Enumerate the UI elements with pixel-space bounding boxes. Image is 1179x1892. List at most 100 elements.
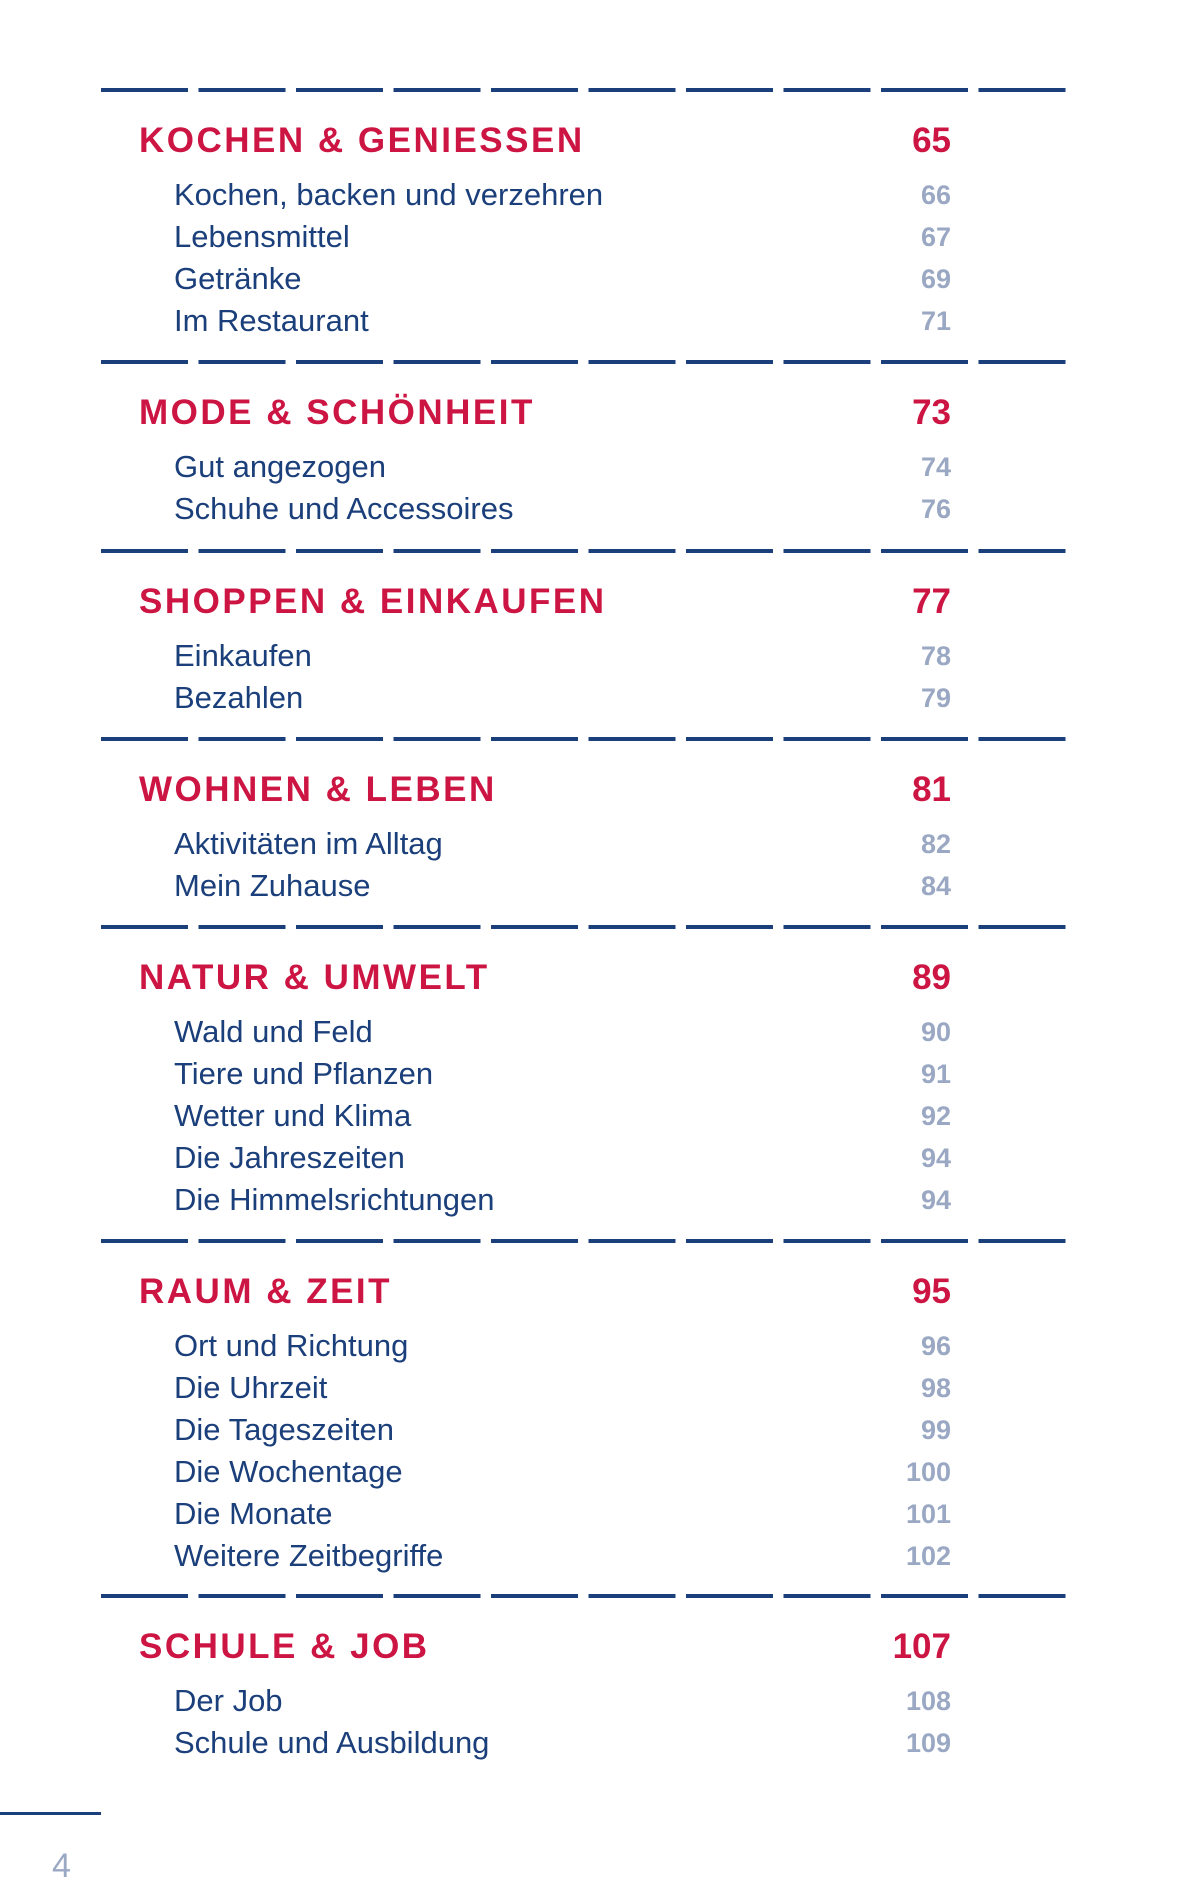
toc-entry[interactable]: Schule und Ausbildung 109: [101, 1722, 1067, 1764]
toc-section-shoppen: SHOPPEN & EINKAUFEN 77 Einkaufen 78 Bezah…: [101, 575, 1067, 719]
entry-page-number: 108: [905, 1686, 951, 1716]
toc-entry[interactable]: Schuhe und Accessoires 76: [101, 488, 1067, 530]
toc-entry[interactable]: Getränke 69: [101, 258, 1067, 300]
entry-label: Getränke: [174, 261, 302, 296]
entry-page-number: 100: [905, 1457, 951, 1487]
toc-entry[interactable]: Aktivitäten im Alltag 82: [101, 823, 1067, 865]
section-title: SHOPPEN & EINKAUFEN: [139, 582, 607, 621]
section-divider: [101, 1239, 1067, 1243]
toc-entry[interactable]: Weitere Zeitbegriffe 102: [101, 1535, 1067, 1577]
entry-label: Ort und Richtung: [174, 1328, 409, 1363]
toc-section-wohnen: WOHNEN & LEBEN 81 Aktivitäten im Alltag 8…: [101, 763, 1067, 907]
entry-page-number: 69: [920, 264, 951, 294]
entry-list: Der Job 108 Schule und Ausbildung 109: [101, 1680, 1067, 1764]
section-title: MODE & SCHÖNHEIT: [139, 393, 535, 432]
entry-label: Einkaufen: [174, 638, 312, 673]
section-page-number: 65: [912, 121, 951, 160]
toc-entry[interactable]: Die Wochentage 100: [101, 1451, 1067, 1493]
toc-entry[interactable]: Wetter und Klima 92: [101, 1095, 1067, 1137]
entry-label: Die Monate: [174, 1496, 333, 1531]
entry-label: Gut angezogen: [174, 449, 387, 484]
entry-label: Weitere Zeitbegriffe: [174, 1538, 444, 1573]
toc-entry[interactable]: Die Tageszeiten 99: [101, 1409, 1067, 1451]
toc-section-mode: MODE & SCHÖNHEIT 73 Gut angezogen 74 Schu…: [101, 386, 1067, 530]
entry-list: Aktivitäten im Alltag 82 Mein Zuhause 84: [101, 823, 1067, 907]
section-page-number: 77: [912, 582, 951, 621]
section-heading-row[interactable]: RAUM & ZEIT 95: [101, 1265, 1067, 1319]
section-page-number: 89: [912, 958, 951, 997]
entry-page-number: 94: [920, 1143, 951, 1173]
toc-section-kochen: KOCHEN & GENIESSEN 65 Kochen, backen und…: [101, 114, 1067, 342]
toc-entry[interactable]: Mein Zuhause 84: [101, 865, 1067, 907]
entry-label: Im Restaurant: [174, 303, 369, 338]
section-page-number: 81: [912, 770, 951, 809]
toc-entry[interactable]: Der Job 108: [101, 1680, 1067, 1722]
section-heading-row[interactable]: SHOPPEN & EINKAUFEN 77: [101, 575, 1067, 629]
entry-page-number: 79: [920, 683, 951, 713]
entry-page-number: 78: [920, 641, 951, 671]
entry-page-number: 101: [905, 1499, 951, 1529]
entry-label: Die Jahreszeiten: [174, 1140, 405, 1175]
toc-entry[interactable]: Einkaufen 78: [101, 635, 1067, 677]
entry-list: Einkaufen 78 Bezahlen 79: [101, 635, 1067, 719]
entry-label: Schuhe und Accessoires: [174, 491, 514, 526]
page-number: 4: [52, 1847, 71, 1885]
toc-entry[interactable]: Die Himmelsrichtungen 94: [101, 1179, 1067, 1221]
entry-label: Wald und Feld: [174, 1014, 373, 1049]
entry-label: Schule und Ausbildung: [174, 1725, 490, 1760]
entry-page-number: 82: [920, 829, 951, 859]
entry-page-number: 66: [920, 180, 951, 210]
toc-entry[interactable]: Ort und Richtung 96: [101, 1325, 1067, 1367]
section-divider: [101, 737, 1067, 741]
section-divider: [101, 360, 1067, 364]
entry-label: Die Tageszeiten: [174, 1412, 395, 1447]
section-title: RAUM & ZEIT: [139, 1272, 393, 1311]
entry-label: Tiere und Pflanzen: [174, 1056, 434, 1091]
entry-page-number: 98: [920, 1373, 951, 1403]
section-heading-row[interactable]: KOCHEN & GENIESSEN 65: [101, 114, 1067, 168]
entry-label: Mein Zuhause: [174, 868, 371, 903]
entry-label: Kochen, backen und verzehren: [174, 177, 604, 212]
toc-entry[interactable]: Im Restaurant 71: [101, 300, 1067, 342]
entry-page-number: 109: [905, 1728, 951, 1758]
entry-page-number: 92: [920, 1101, 951, 1131]
section-divider: [101, 1594, 1067, 1598]
toc-entry[interactable]: Die Monate 101: [101, 1493, 1067, 1535]
entry-page-number: 74: [920, 452, 951, 482]
toc-section-raum: RAUM & ZEIT 95 Ort und Richtung 96 Die Uh…: [101, 1265, 1067, 1577]
toc-entry[interactable]: Lebensmittel 67: [101, 216, 1067, 258]
entry-list: Ort und Richtung 96 Die Uhrzeit 98 Die Tag…: [101, 1325, 1067, 1577]
entry-page-number: 90: [920, 1017, 951, 1047]
section-divider: [101, 925, 1067, 929]
section-divider: [101, 88, 1067, 92]
section-page-number: 107: [892, 1627, 951, 1666]
entry-list: Kochen, backen und verzehren 66 Lebensmit…: [101, 174, 1067, 342]
entry-label: Bezahlen: [174, 680, 304, 715]
toc-entry[interactable]: Die Jahreszeiten 94: [101, 1137, 1067, 1179]
entry-page-number: 99: [920, 1415, 951, 1445]
entry-label: Die Himmelsrichtungen: [174, 1182, 495, 1217]
toc-section-schule: SCHULE & JOB 107 Der Job 108 Schule und A…: [101, 1620, 1067, 1764]
toc-entry[interactable]: Wald und Feld 90: [101, 1011, 1067, 1053]
section-heading-row[interactable]: WOHNEN & LEBEN 81: [101, 763, 1067, 817]
toc-entry[interactable]: Tiere und Pflanzen 91: [101, 1053, 1067, 1095]
section-page-number: 73: [912, 393, 951, 432]
toc-section-natur: NATUR & UMWELT 89 Wald und Feld 90 Tiere …: [101, 951, 1067, 1221]
section-page-number: 95: [912, 1272, 951, 1311]
entry-page-number: 94: [920, 1185, 951, 1215]
footer-rule: [0, 1812, 101, 1815]
entry-list: Wald und Feld 90 Tiere und Pflanzen 91 Wet…: [101, 1011, 1067, 1221]
entry-page-number: 102: [905, 1541, 951, 1571]
section-heading-row[interactable]: MODE & SCHÖNHEIT 73: [101, 386, 1067, 440]
toc-entry[interactable]: Kochen, backen und verzehren 66: [101, 174, 1067, 216]
toc-entry[interactable]: Gut angezogen 74: [101, 446, 1067, 488]
entry-label: Wetter und Klima: [174, 1098, 412, 1133]
entry-list: Gut angezogen 74 Schuhe und Accessoires 76: [101, 446, 1067, 530]
entry-page-number: 96: [920, 1331, 951, 1361]
entry-page-number: 76: [920, 494, 951, 524]
section-divider: [101, 549, 1067, 553]
toc-entry[interactable]: Bezahlen 79: [101, 677, 1067, 719]
section-heading-row[interactable]: SCHULE & JOB 107: [101, 1620, 1067, 1674]
toc-entry[interactable]: Die Uhrzeit 98: [101, 1367, 1067, 1409]
section-heading-row[interactable]: NATUR & UMWELT 89: [101, 951, 1067, 1005]
